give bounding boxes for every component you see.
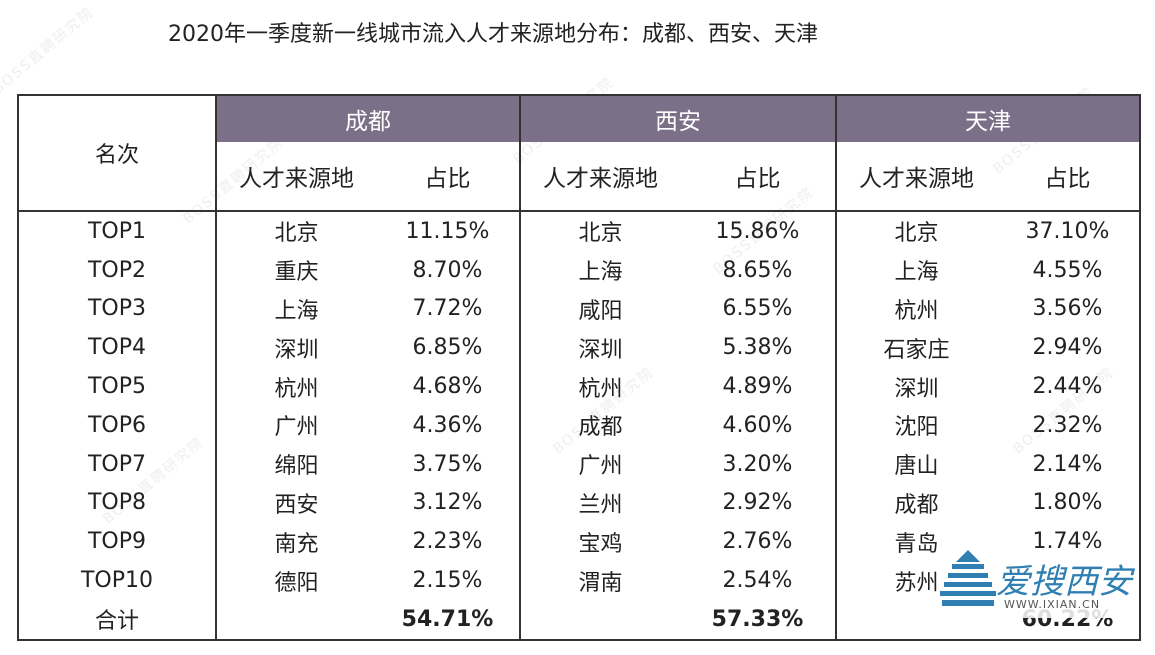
share-cell: 11.15% (405, 218, 490, 244)
share-column-header: 占比 (996, 142, 1140, 212)
city-header: 天津 (835, 95, 1140, 142)
source-city-cell: 深圳 (215, 328, 376, 368)
total-empty-cell (519, 599, 680, 640)
source-city-cell: 北京 (215, 211, 376, 251)
site-logo: 爱搜西安 WWW.IXIAN.CN (938, 548, 1132, 618)
city-header: 成都 (215, 95, 520, 142)
source-city-cell: 上海 (835, 250, 996, 290)
rank-cell: TOP9 (87, 529, 147, 555)
share-cell: 2.44% (1032, 374, 1103, 400)
share-cell: 2.94% (1032, 335, 1103, 361)
share-cell: 5.38% (722, 335, 793, 361)
rank-cell: TOP2 (87, 257, 147, 283)
source-column-header: 人才来源地 (835, 142, 996, 212)
source-city-cell: 咸阳 (519, 289, 680, 329)
share-cell: 2.23% (412, 529, 483, 555)
source-city-cell: 杭州 (835, 289, 996, 329)
table-row: TOP7 绵阳 3.75% 广州 3.20% 唐山 2.14% (18, 444, 1140, 484)
share-cell: 2.14% (1032, 451, 1103, 477)
share-cell: 7.72% (412, 296, 483, 322)
source-city-cell: 宝鸡 (519, 522, 680, 562)
share-cell: 4.55% (1032, 257, 1103, 283)
source-city-cell: 广州 (519, 444, 680, 484)
logo-name: 爱搜西安 (996, 562, 1132, 602)
share-cell: 4.36% (412, 412, 483, 438)
share-cell: 2.54% (722, 568, 793, 594)
watermark: BOSS直聘研究院 (0, 4, 98, 98)
share-cell: 4.89% (722, 374, 793, 400)
source-city-cell: 德阳 (215, 561, 376, 600)
source-city-cell: 深圳 (519, 328, 680, 368)
source-city-cell: 绵阳 (215, 444, 376, 484)
source-city-cell: 杭州 (519, 367, 680, 406)
source-city-cell: 南充 (215, 522, 376, 562)
source-city-cell: 广州 (215, 405, 376, 445)
share-cell: 15.86% (715, 218, 800, 244)
share-cell: 8.65% (722, 257, 793, 283)
rank-cell: TOP6 (87, 412, 147, 438)
rank-cell: TOP3 (87, 296, 147, 322)
share-cell: 3.56% (1032, 296, 1103, 322)
share-cell: 1.80% (1032, 490, 1103, 516)
table-row: TOP4 深圳 6.85% 深圳 5.38% 石家庄 2.94% (18, 328, 1140, 368)
rank-cell: TOP1 (87, 218, 147, 244)
total-share-cell: 57.33% (711, 606, 804, 632)
total-share-cell: 54.71% (401, 606, 494, 632)
source-city-cell: 成都 (519, 405, 680, 445)
share-column-header: 占比 (680, 142, 836, 212)
share-cell: 4.68% (412, 374, 483, 400)
rank-cell: TOP4 (87, 335, 147, 361)
page-title: 2020年一季度新一线城市流入人才来源地分布：成都、西安、天津 (168, 22, 818, 47)
source-city-cell: 成都 (835, 483, 996, 523)
source-city-cell: 上海 (519, 250, 680, 290)
source-city-cell: 唐山 (835, 444, 996, 484)
source-city-cell: 沈阳 (835, 405, 996, 445)
rank-cell: TOP10 (80, 568, 153, 594)
share-cell: 2.15% (412, 568, 483, 594)
city-header: 西安 (519, 95, 836, 142)
table-row: TOP2 重庆 8.70% 上海 8.65% 上海 4.55% (18, 250, 1140, 290)
share-cell: 37.10% (1025, 218, 1110, 244)
total-label: 合计 (94, 609, 139, 635)
table-row: TOP8 西安 3.12% 兰州 2.92% 成都 1.80% (18, 483, 1140, 523)
source-city-cell: 北京 (519, 211, 680, 251)
share-cell: 2.32% (1032, 412, 1103, 438)
rank-header: 名次 (18, 95, 216, 212)
share-cell: 6.55% (722, 296, 793, 322)
share-cell: 6.85% (412, 335, 483, 361)
table-row: TOP5 杭州 4.68% 杭州 4.89% 深圳 2.44% (18, 367, 1140, 406)
rank-cell: TOP5 (87, 374, 147, 400)
rank-cell: TOP7 (87, 451, 147, 477)
source-column-header: 人才来源地 (519, 142, 680, 212)
pagoda-icon (940, 550, 996, 606)
source-column-header: 人才来源地 (215, 142, 376, 212)
logo-url: WWW.IXIAN.CN (1004, 598, 1101, 611)
share-cell: 3.12% (412, 490, 483, 516)
source-city-cell: 北京 (835, 211, 996, 251)
share-cell: 4.60% (722, 412, 793, 438)
source-city-cell: 深圳 (835, 367, 996, 406)
table-row: TOP6 广州 4.36% 成都 4.60% 沈阳 2.32% (18, 405, 1140, 445)
share-cell: 2.92% (722, 490, 793, 516)
source-city-cell: 西安 (215, 483, 376, 523)
source-city-cell: 石家庄 (835, 328, 996, 368)
source-city-cell: 兰州 (519, 483, 680, 523)
share-cell: 3.75% (412, 451, 483, 477)
share-cell: 2.76% (722, 529, 793, 555)
source-city-cell: 杭州 (215, 367, 376, 406)
rank-cell: TOP8 (87, 490, 147, 516)
share-cell: 3.20% (722, 451, 793, 477)
source-city-cell: 上海 (215, 289, 376, 329)
source-city-cell: 渭南 (519, 561, 680, 600)
table-row: TOP1 北京 11.15% 北京 15.86% 北京 37.10% (18, 211, 1140, 251)
total-empty-cell (215, 599, 376, 640)
share-cell: 8.70% (412, 257, 483, 283)
share-column-header: 占比 (376, 142, 520, 212)
talent-source-table: 名次 成都 西安 天津 人才来源地 占比 人才来源地 占比 人才来源地 占比 T… (17, 94, 1141, 641)
source-city-cell: 重庆 (215, 250, 376, 290)
table-body: TOP1 北京 11.15% 北京 15.86% 北京 37.10% TOP2 重庆 8.70% 上… (18, 211, 1140, 640)
table-row: TOP3 上海 7.72% 咸阳 6.55% 杭州 3.56% (18, 289, 1140, 329)
